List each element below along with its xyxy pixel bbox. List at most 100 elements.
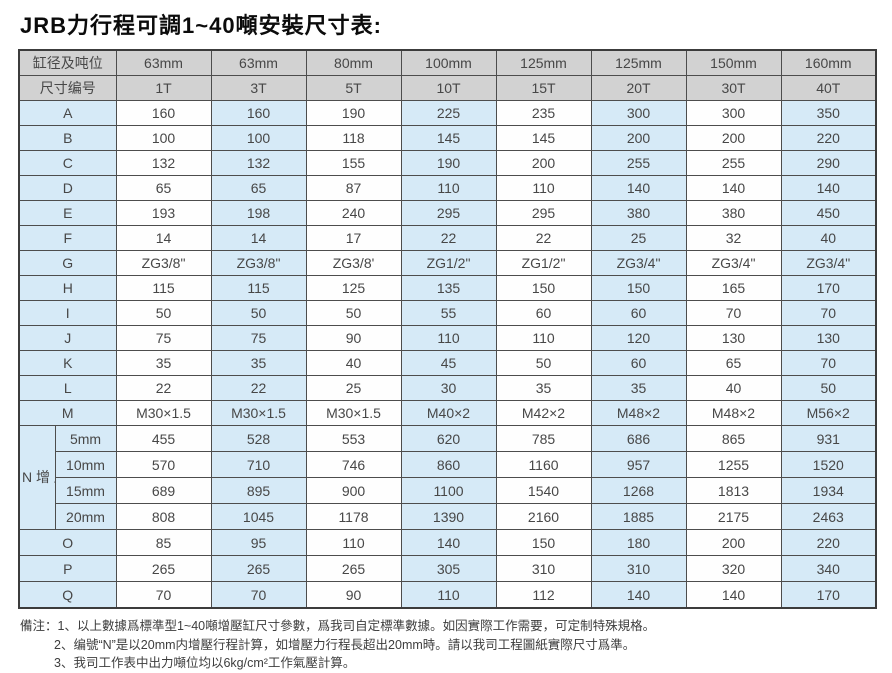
data-cell: 160 [115, 100, 212, 126]
data-cell: 130 [780, 325, 877, 351]
data-cell: 200 [685, 529, 782, 556]
data-cell: 140 [780, 175, 877, 201]
header-cell: 3T [210, 75, 307, 101]
data-cell: 132 [210, 150, 307, 176]
data-cell: 746 [305, 451, 402, 478]
data-cell: 45 [400, 350, 497, 376]
data-cell: 1178 [305, 503, 402, 530]
header-row: 尺寸编号 1T 3T 5T 10T 15T 20T 30T 40T [18, 75, 877, 101]
n-sub-row: N 增 压 行 程5mm455528553620785686865931 [18, 425, 877, 530]
n-sub-row: 15mm 689 895 900 1100 1540 1268 1813 1934 [19, 477, 877, 504]
table-row: O 85 95 110 140 150 180 200 220 [18, 529, 877, 556]
data-cell: 808 [115, 503, 212, 530]
data-cell: ZG3/8" [210, 250, 307, 276]
header-cell: 30T [685, 75, 782, 101]
data-cell: 110 [305, 529, 402, 556]
data-cell: 900 [305, 477, 402, 504]
header-row-label: 尺寸编号 [18, 75, 117, 101]
data-cell: 450 [780, 200, 877, 226]
row-label: L [18, 375, 117, 401]
row-label: K [18, 350, 117, 376]
data-cell: 110 [400, 325, 497, 351]
data-cell: 140 [590, 175, 687, 201]
data-cell: 85 [115, 529, 212, 556]
data-cell: 32 [685, 225, 782, 251]
data-cell: 320 [685, 555, 782, 582]
data-cell: 310 [590, 555, 687, 582]
table-row: Q 70 70 90 110 112 140 140 170 [18, 581, 877, 609]
data-cell: 22 [115, 375, 212, 401]
data-cell: 200 [495, 150, 592, 176]
data-cell: 35 [495, 375, 592, 401]
note-line: 備注：1、以上數據爲標準型1~40噸增壓缸尺寸參數，爲我司自定標準數據。如因實際… [20, 619, 656, 633]
data-cell: ZG3/4" [685, 250, 782, 276]
data-cell: 40 [685, 375, 782, 401]
row-label: O [18, 529, 117, 556]
stroke-sublabel: 15mm [54, 477, 117, 504]
table-row: E 193 198 240 295 295 380 380 450 [18, 200, 877, 226]
data-cell: M48×2 [590, 400, 687, 426]
data-cell: 2175 [685, 503, 782, 530]
data-cell: 1100 [400, 477, 497, 504]
data-cell: 1390 [400, 503, 497, 530]
data-cell: 295 [400, 200, 497, 226]
data-cell: 455 [115, 425, 212, 452]
table-row: B 100 100 118 145 145 200 200 220 [18, 125, 877, 151]
data-cell: 190 [400, 150, 497, 176]
data-cell: 240 [305, 200, 402, 226]
data-cell: 50 [210, 300, 307, 326]
data-cell: 130 [685, 325, 782, 351]
data-cell: 170 [780, 275, 877, 301]
data-cell: ZG1/2" [495, 250, 592, 276]
note-line: 3、我司工作表中出力噸位均以6kg/cm²工作氣壓計算。 [54, 656, 356, 670]
data-cell: 710 [210, 451, 307, 478]
data-cell: 1540 [495, 477, 592, 504]
row-label: B [18, 125, 117, 151]
data-cell: 40 [780, 225, 877, 251]
header-row-label: 缸径及吨位 [18, 49, 117, 76]
data-cell: 75 [115, 325, 212, 351]
data-cell: 895 [210, 477, 307, 504]
row-label: Q [18, 581, 117, 609]
row-label: G [18, 250, 117, 276]
data-cell: 265 [305, 555, 402, 582]
data-cell: 17 [305, 225, 402, 251]
data-cell: M30×1.5 [210, 400, 307, 426]
data-cell: 150 [590, 275, 687, 301]
data-cell: 1045 [210, 503, 307, 530]
row-label: C [18, 150, 117, 176]
data-cell: 100 [210, 125, 307, 151]
row-label: I [18, 300, 117, 326]
row-label: P [18, 555, 117, 582]
data-cell: 295 [495, 200, 592, 226]
data-cell: 190 [305, 100, 402, 126]
data-cell: 180 [590, 529, 687, 556]
data-cell: 200 [685, 125, 782, 151]
header-cell: 63mm [210, 49, 307, 76]
dimension-spec-table: 缸径及吨位 63mm 63mm 80mm 100mm 125mm 125mm 150mm 160… [18, 49, 877, 609]
data-cell: 225 [400, 100, 497, 126]
data-cell: 40 [305, 350, 402, 376]
stroke-sublabel: 5mm [54, 425, 117, 452]
data-cell: 135 [400, 275, 497, 301]
data-cell: 200 [590, 125, 687, 151]
data-cell: 145 [400, 125, 497, 151]
table-row: G ZG3/8" ZG3/8" ZG3/8' ZG1/2" ZG1/2" ZG3/4" ZG3… [18, 250, 877, 276]
data-cell: 528 [210, 425, 307, 452]
data-cell: 60 [590, 350, 687, 376]
data-cell: 193 [115, 200, 212, 226]
header-cell: 5T [305, 75, 402, 101]
data-cell: 50 [780, 375, 877, 401]
data-cell: 35 [115, 350, 212, 376]
row-label: A [18, 100, 117, 126]
data-cell: 265 [115, 555, 212, 582]
data-cell: 90 [305, 581, 402, 609]
table-row: F 14 14 17 22 22 25 32 40 [18, 225, 877, 251]
data-cell: 140 [685, 175, 782, 201]
table-body: A 160 160 190 225 235 300 300 350 B 100 100 118 145 14… [18, 100, 877, 609]
table-row: L 22 22 25 30 35 35 40 50 [18, 375, 877, 401]
data-cell: 198 [210, 200, 307, 226]
row-label: D [18, 175, 117, 201]
data-cell: 55 [400, 300, 497, 326]
